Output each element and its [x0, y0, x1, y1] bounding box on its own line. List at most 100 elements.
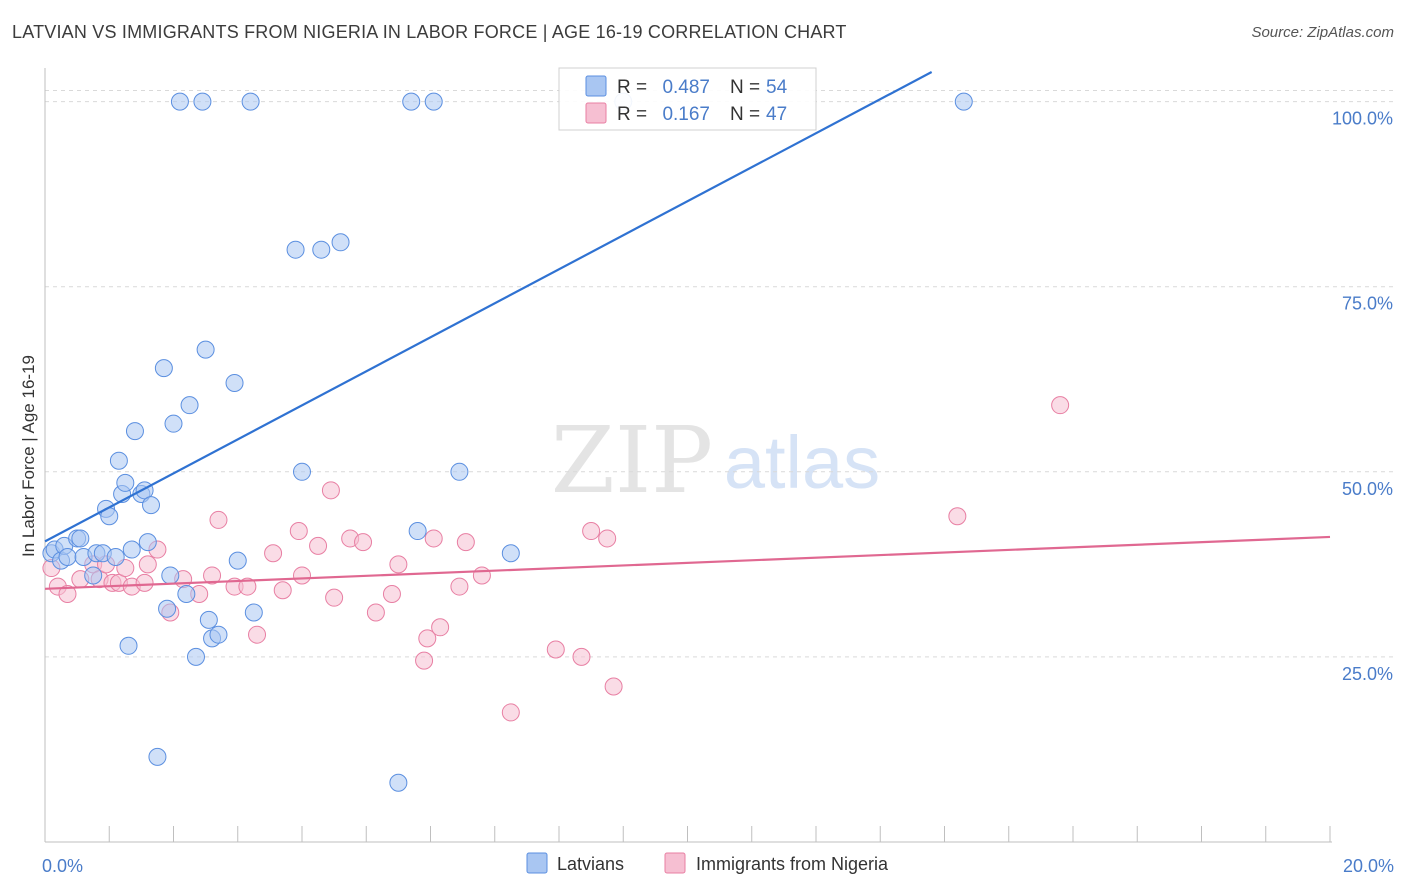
latvian-point	[228, 551, 247, 570]
nigeria-point	[948, 507, 967, 526]
legend-r-label: R =	[617, 104, 647, 125]
nigeria-point	[325, 588, 344, 607]
nigeria-point	[135, 573, 154, 592]
bottom-legend-latvians: Latvians	[557, 854, 624, 874]
latvian-point	[312, 240, 331, 259]
watermark-zip: ZIP	[551, 407, 713, 514]
legend-n-value: 47	[766, 104, 787, 125]
gridlines	[45, 90, 1395, 658]
bottom-legend-swatch-latvians	[526, 852, 548, 874]
nigeria-point	[138, 555, 157, 574]
latvian-point	[109, 451, 128, 470]
nigeria-point	[289, 522, 308, 541]
nigeria-point	[415, 651, 434, 670]
y-tick-label: 100.0%	[1332, 109, 1393, 129]
nigeria-point	[366, 603, 385, 622]
y-axis-title-group: In Labor Force | Age 16-19	[19, 355, 38, 557]
nigeria-point	[418, 629, 437, 648]
nigeria-point	[203, 566, 222, 585]
watermark: ZIP atlas	[551, 407, 880, 514]
nigeria-point	[472, 566, 491, 585]
nigeria-point	[501, 703, 520, 722]
latvian-point	[331, 233, 350, 252]
legend-r-label: R =	[617, 77, 647, 98]
latvian-point	[501, 544, 520, 563]
nigeria-point	[273, 581, 292, 600]
series-nigeria-points	[42, 396, 1070, 722]
latvian-point	[148, 747, 167, 766]
latvian-point	[193, 92, 212, 111]
latvian-point	[225, 373, 244, 392]
latvians-trendline	[44, 71, 933, 543]
latvian-point	[199, 610, 218, 629]
legend-n-label: N =	[730, 104, 760, 125]
watermark-atlas: atlas	[724, 421, 880, 504]
latvian-point	[158, 599, 177, 618]
legend-swatch	[585, 75, 607, 97]
latvian-point	[164, 414, 183, 433]
y-tick-label: 75.0%	[1342, 294, 1393, 314]
series-latvians-points	[42, 92, 973, 792]
latvian-point	[209, 625, 228, 644]
latvian-point	[186, 647, 205, 666]
nigeria-point	[58, 584, 77, 603]
legend: R = 0.487 N = 54 R = 0.167 N = 47	[558, 67, 817, 131]
latvian-point	[154, 359, 173, 378]
bottom-legend-swatch-nigeria	[664, 852, 686, 874]
legend-n-value: 54	[766, 77, 788, 98]
latvian-point	[954, 92, 973, 111]
latvian-point	[424, 92, 443, 111]
nigeria-point	[248, 625, 267, 644]
latvian-point	[71, 529, 90, 548]
legend-r-value: 0.167	[662, 104, 710, 125]
nigeria-point	[450, 577, 469, 596]
latvian-point	[241, 92, 260, 111]
latvian-point	[119, 636, 138, 655]
trendlines	[44, 71, 1331, 590]
nigeria-point	[238, 577, 257, 596]
latvian-point	[244, 603, 263, 622]
latvian-point	[125, 422, 144, 441]
latvian-point	[402, 92, 421, 111]
legend-swatch	[585, 102, 607, 124]
latvian-point	[84, 566, 103, 585]
x-tick-label: 0.0%	[42, 856, 83, 876]
source-label: Source: ZipAtlas.com	[1251, 24, 1394, 41]
y-tick-label: 50.0%	[1342, 479, 1393, 499]
latvian-point	[58, 547, 77, 566]
latvian-point	[408, 522, 427, 541]
y-axis-title: In Labor Force | Age 16-19	[19, 355, 38, 557]
nigeria-point	[293, 566, 311, 585]
chart-title: LATVIAN VS IMMIGRANTS FROM NIGERIA IN LA…	[12, 22, 847, 42]
legend-r-value: 0.487	[662, 77, 710, 98]
latvian-point	[161, 566, 180, 585]
nigeria-point	[389, 555, 408, 574]
nigeria-point	[309, 536, 328, 555]
nigeria-point	[382, 584, 401, 603]
nigeria-point	[598, 529, 617, 548]
nigeria-point	[546, 640, 565, 659]
nigeria-point	[209, 510, 228, 529]
nigeria-trendline	[44, 535, 1331, 590]
latvian-point	[177, 584, 196, 603]
nigeria-point	[321, 481, 340, 500]
nigeria-point	[354, 533, 373, 552]
nigeria-point	[604, 677, 623, 696]
latvian-point	[180, 396, 199, 415]
latvian-point	[286, 240, 305, 259]
latvian-point	[450, 462, 469, 481]
latvian-point	[116, 473, 135, 492]
nigeria-point	[264, 544, 283, 563]
latvian-point	[293, 462, 311, 481]
nigeria-point	[582, 522, 601, 541]
nigeria-point	[456, 533, 475, 552]
y-tick-label: 25.0%	[1342, 664, 1393, 684]
nigeria-point	[431, 618, 450, 637]
latvian-point	[196, 340, 215, 359]
nigeria-point	[572, 647, 591, 666]
latvian-point	[138, 533, 157, 552]
latvian-point	[170, 92, 189, 111]
latvian-point	[389, 773, 408, 792]
axes: 25.0% 50.0% 75.0% 100.0% 0.0% 20.0%	[42, 68, 1394, 876]
